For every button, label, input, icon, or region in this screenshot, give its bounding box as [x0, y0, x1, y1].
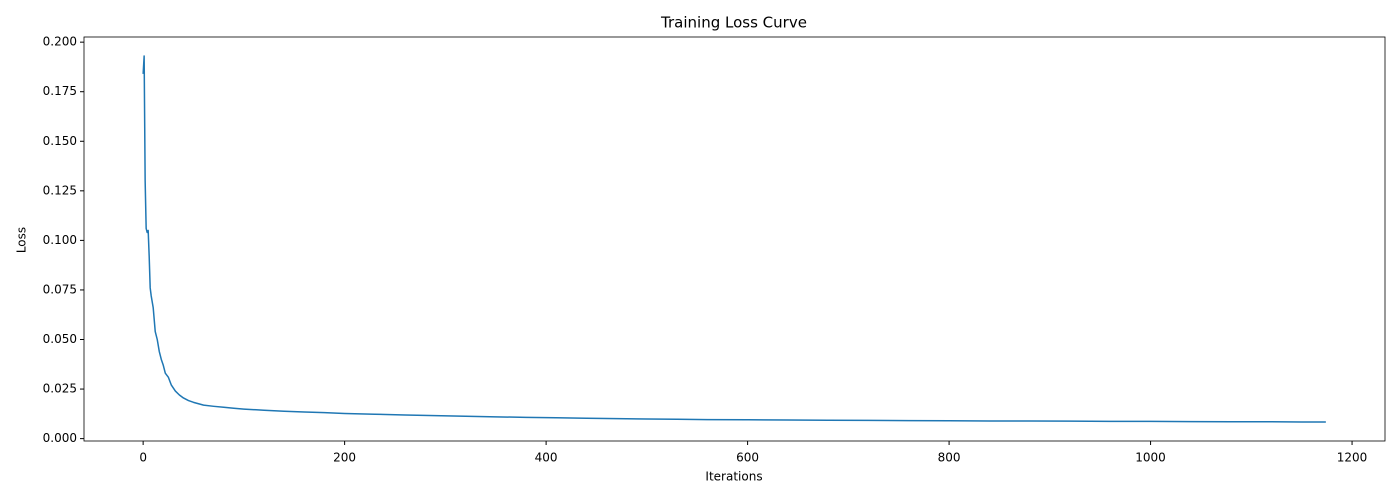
y-tick-label: 0.075: [43, 282, 77, 296]
x-tick-label: 200: [333, 451, 356, 465]
x-tick-label: 600: [736, 451, 759, 465]
chart-title: Training Loss Curve: [660, 14, 807, 32]
y-tick-label: 0.175: [43, 84, 77, 98]
y-tick-label: 0.200: [43, 35, 77, 49]
y-tick-label: 0.150: [43, 134, 77, 148]
y-tick-label: 0.000: [43, 431, 77, 445]
y-tick-label: 0.050: [43, 332, 77, 346]
x-tick-label: 800: [938, 451, 961, 465]
loss-line: [142, 55, 1326, 423]
x-tick-label: 1000: [1135, 451, 1166, 465]
plot-frame: [83, 36, 1386, 442]
x-tick-label: 0: [139, 451, 147, 465]
x-tick-label: 400: [535, 451, 558, 465]
y-tick-label: 0.100: [43, 233, 77, 247]
y-tick-label: 0.025: [43, 382, 77, 396]
x-tick-label: 1200: [1337, 451, 1368, 465]
y-tick-label: 0.125: [43, 183, 77, 197]
y-axis-label: Loss: [15, 227, 29, 253]
x-axis-label: Iterations: [705, 470, 762, 484]
